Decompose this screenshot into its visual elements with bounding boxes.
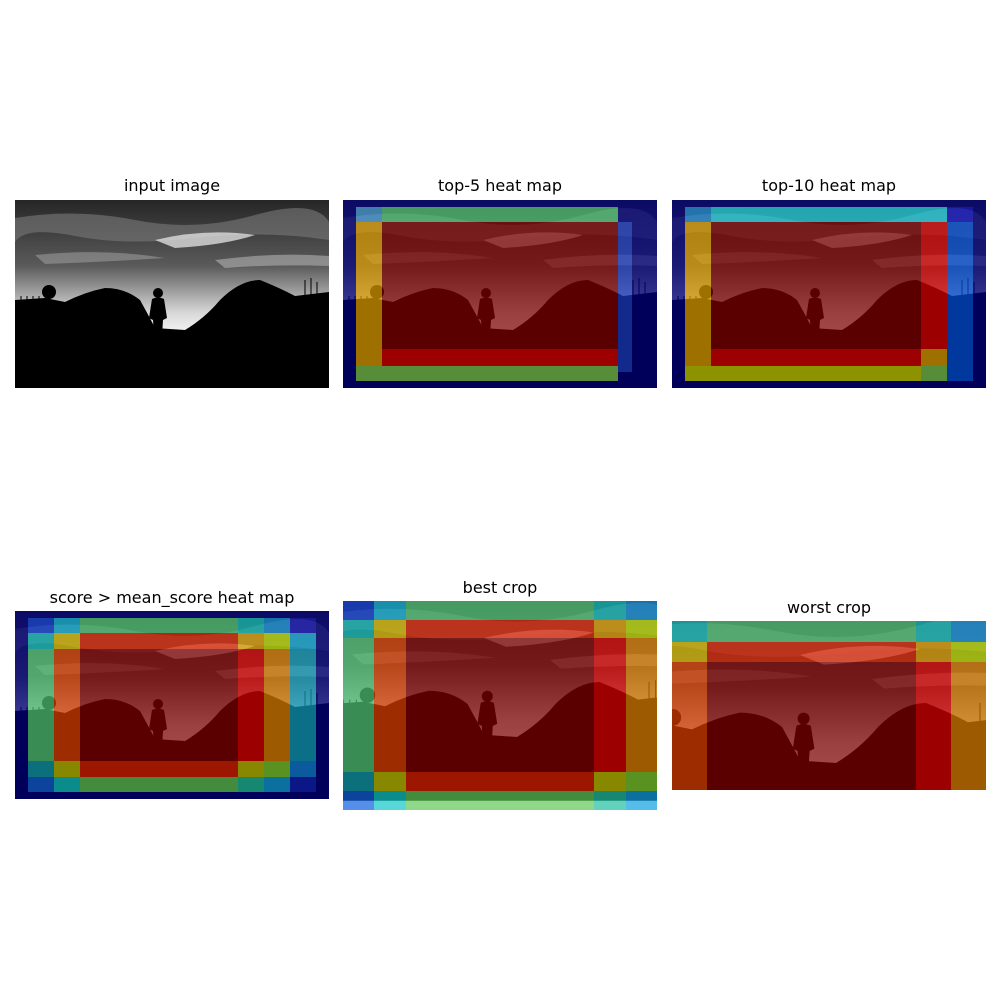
top5-heat-map <box>343 200 657 388</box>
mean-score-heat-map <box>15 611 329 799</box>
input-image <box>15 200 329 388</box>
worst-crop <box>672 621 986 790</box>
panel-title-top10: top-10 heat map <box>672 176 986 195</box>
best-crop <box>343 601 657 810</box>
panel-title-top5: top-5 heat map <box>343 176 657 195</box>
top10-heat-map <box>672 200 986 388</box>
panel-title-input: input image <box>15 176 329 195</box>
panel-title-best: best crop <box>343 578 657 597</box>
panel-title-mean: score > mean_score heat map <box>15 588 329 607</box>
panel-title-worst: worst crop <box>672 598 986 617</box>
